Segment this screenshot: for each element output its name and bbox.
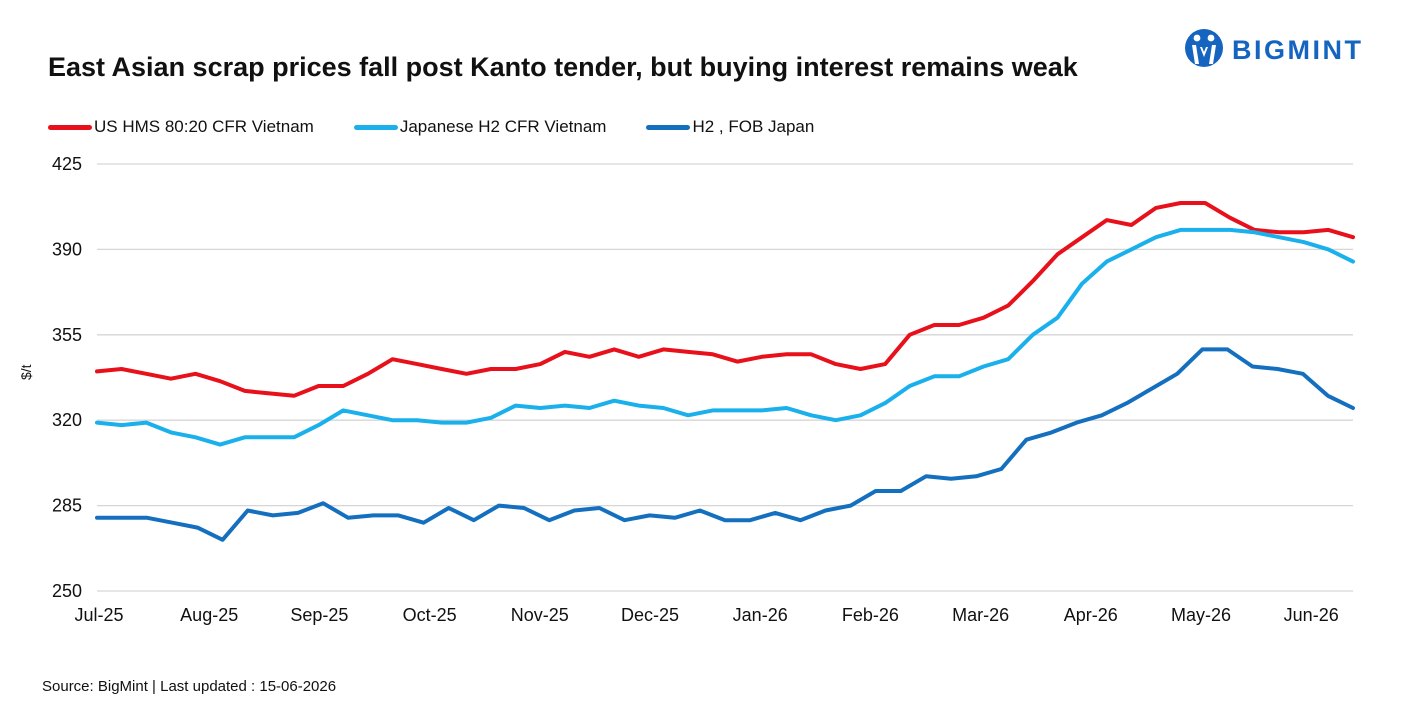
- x-tick-label: May-26: [1171, 605, 1231, 625]
- legend-item-japanese-h2-cfr: Japanese H2 CFR Vietnam: [353, 117, 607, 137]
- x-tick-label: Jun-26: [1284, 605, 1339, 625]
- legend-label: Japanese H2 CFR Vietnam: [399, 117, 607, 136]
- y-axis-ticks: 425 390 355 320 285 250: [52, 154, 82, 601]
- x-tick-label: Jul-25: [74, 605, 123, 625]
- y-tick-label: 425: [52, 154, 82, 174]
- x-tick-label: Jan-26: [733, 605, 788, 625]
- chart-title: East Asian scrap prices fall post Kanto …: [48, 52, 1078, 82]
- legend-swatch-light-blue: [353, 124, 398, 130]
- x-tick-label: Nov-25: [511, 605, 569, 625]
- x-tick-label: Sep-25: [290, 605, 348, 625]
- x-tick-label: Dec-25: [621, 605, 679, 625]
- series-line-1: [95, 201, 1355, 398]
- legend-item-h2-fob: H2 , FOB Japan: [646, 117, 814, 137]
- x-tick-label: Mar-26: [952, 605, 1009, 625]
- legend: US HMS 80:20 CFR Vietnam Japanese H2 CFR…: [48, 117, 854, 137]
- y-tick-label: 320: [52, 410, 82, 430]
- legend-item-us-hms: US HMS 80:20 CFR Vietnam: [48, 117, 314, 137]
- series-lines: [95, 201, 1355, 542]
- series-line-2: [95, 227, 1355, 447]
- source-note: Source: BigMint | Last updated : 15-06-2…: [42, 678, 337, 695]
- x-tick-label: Feb-26: [842, 605, 899, 625]
- y-axis-label: $/t: [18, 364, 34, 380]
- legend-label: H2 , FOB Japan: [692, 117, 815, 136]
- legend-swatch-blue: [646, 124, 691, 130]
- x-tick-label: Apr-26: [1064, 605, 1118, 625]
- y-tick-label: 285: [52, 496, 82, 516]
- x-axis-ticks: Jul-25 Aug-25 Sep-25 Oct-25 Nov-25 Dec-25 Jan-…: [74, 605, 1338, 625]
- gridlines: [97, 163, 1353, 592]
- bigmint-logo-text: BIGMINT: [1232, 34, 1364, 65]
- x-tick-label: Aug-25: [180, 605, 238, 625]
- series-line-3: [95, 347, 1355, 542]
- y-tick-label: 390: [52, 239, 82, 259]
- y-tick-label: 355: [52, 325, 82, 345]
- y-tick-label: 250: [52, 581, 82, 601]
- legend-label: US HMS 80:20 CFR Vietnam: [94, 117, 314, 136]
- bigmint-logo: BIGMINT: [1184, 28, 1364, 72]
- legend-swatch-red: [48, 124, 92, 130]
- bigmint-logo-icon: [1185, 29, 1223, 67]
- x-tick-label: Oct-25: [403, 605, 457, 625]
